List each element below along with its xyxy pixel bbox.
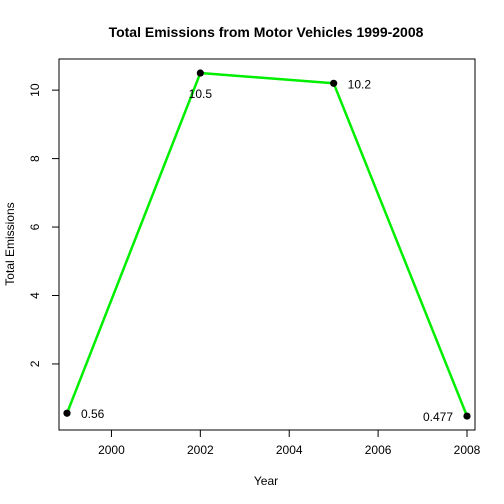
data-label: 0.477 (423, 410, 453, 424)
y-tick-label: 10 (28, 83, 42, 97)
data-point (330, 79, 338, 87)
series-line (65, 71, 469, 417)
data-labels-layer: 0.56 10.5 10.2 0.477 (81, 77, 453, 424)
data-label: 10.2 (348, 77, 372, 91)
data-label: 0.56 (81, 407, 105, 421)
y-axis-label: Total Emissions (3, 202, 17, 285)
y-tick-label: 8 (28, 155, 42, 162)
x-tick-label: 2000 (98, 443, 125, 457)
chart-title: Total Emissions from Motor Vehicles 1999… (109, 24, 424, 40)
y-axis: 2 4 6 8 10 (28, 83, 60, 367)
plot-frame (58, 58, 476, 431)
x-axis: 2000 2002 2004 2006 2008 (98, 429, 481, 457)
data-point (196, 69, 204, 77)
y-tick-label: 2 (28, 360, 42, 367)
x-axis-label: Year (254, 474, 278, 488)
x-tick-label: 2002 (187, 443, 214, 457)
data-label: 10.5 (189, 87, 213, 101)
series-layer (63, 69, 471, 420)
y-tick-label: 4 (28, 292, 42, 299)
x-tick-label: 2006 (365, 443, 392, 457)
y-tick-label: 6 (28, 223, 42, 230)
data-point (63, 409, 71, 417)
data-point (463, 412, 471, 420)
x-tick-label: 2008 (454, 443, 481, 457)
x-tick-label: 2004 (276, 443, 303, 457)
